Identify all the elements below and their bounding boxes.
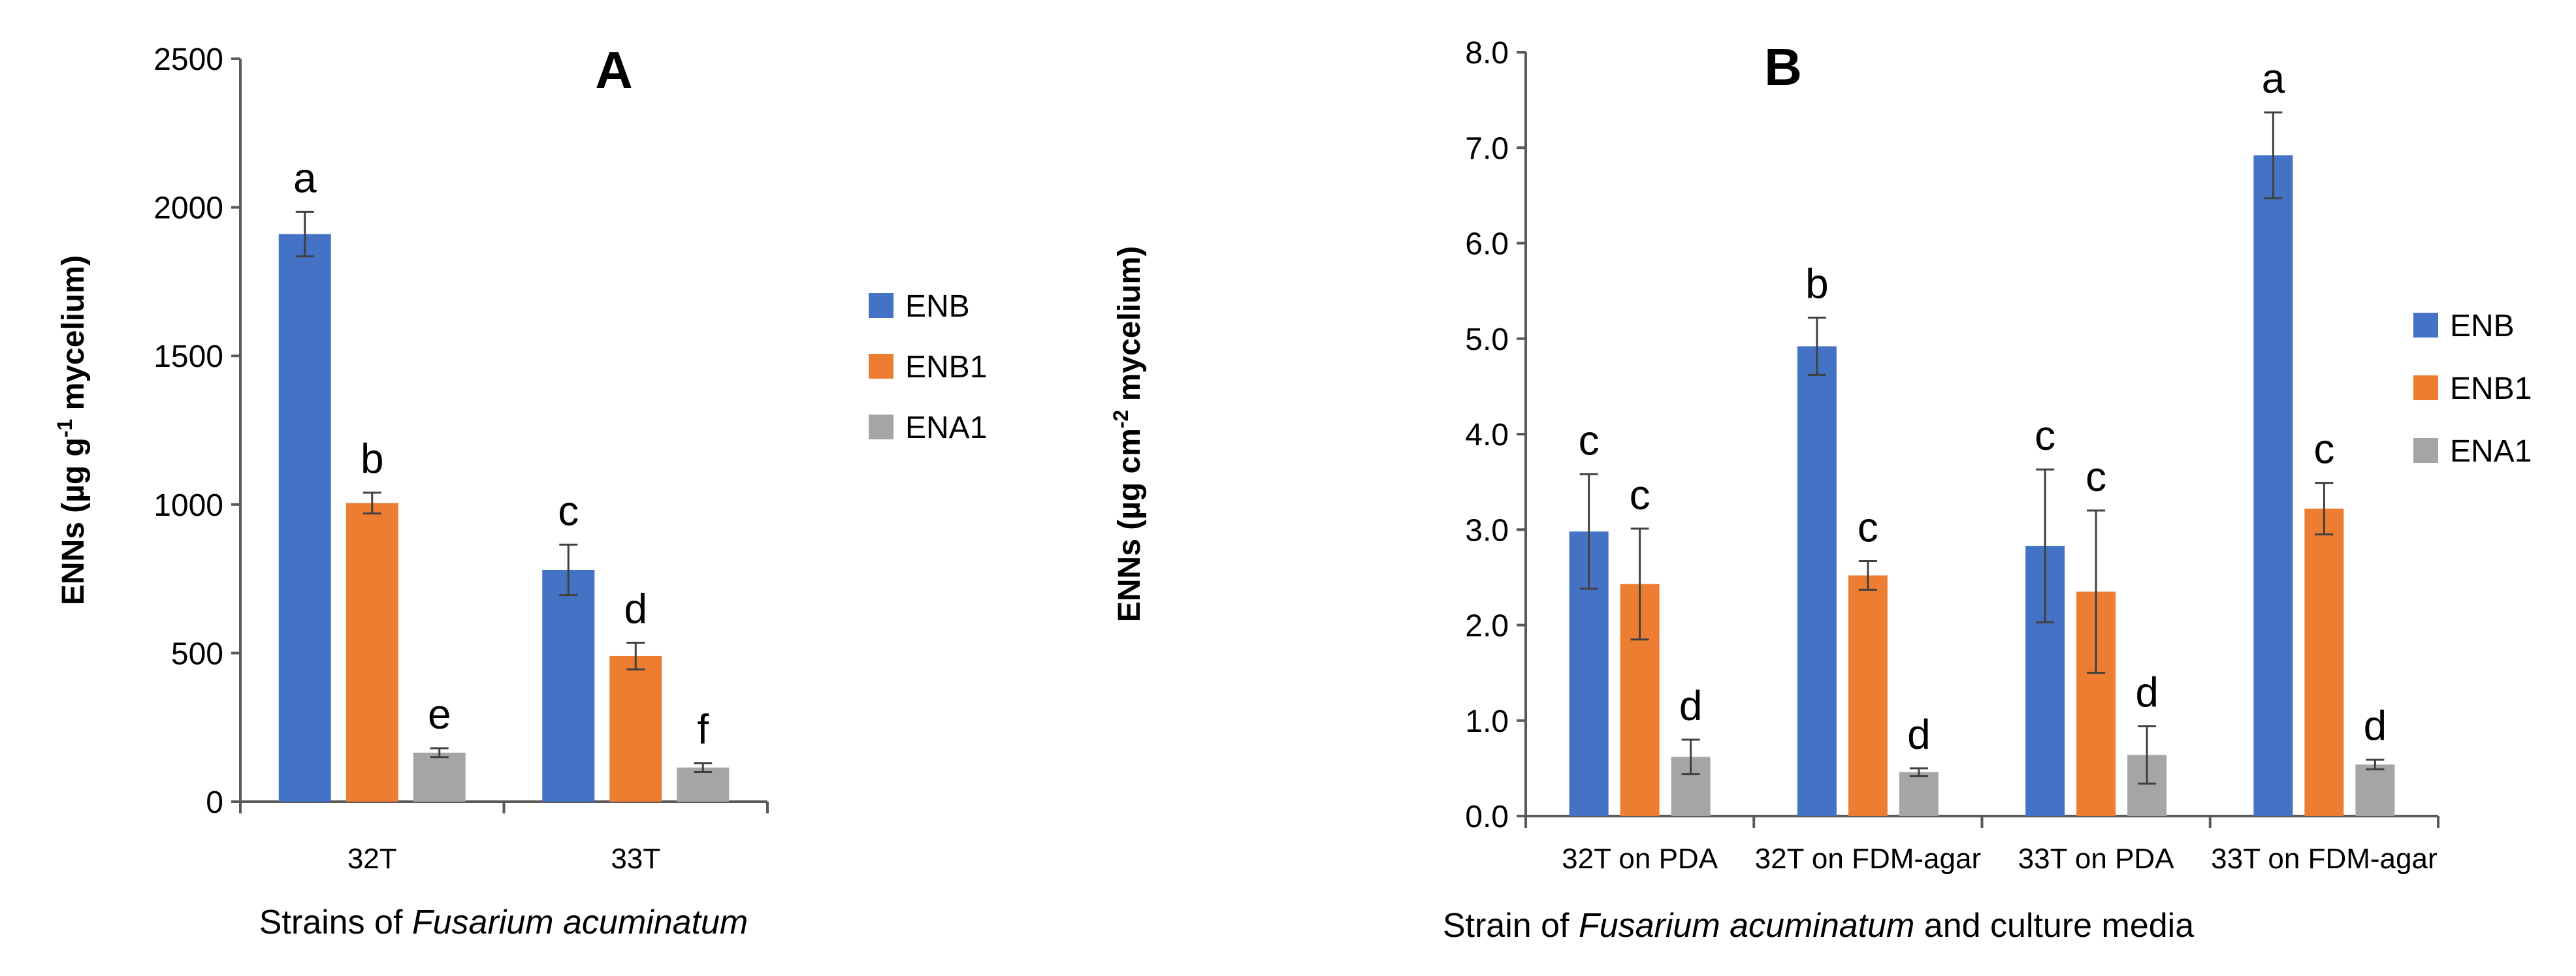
significance-letter: a <box>2262 55 2285 102</box>
chart-title: B <box>1764 38 1802 96</box>
y-tick-label: 6.0 <box>1465 227 1509 262</box>
legend-swatch <box>2413 313 2438 338</box>
significance-letter: d <box>624 585 647 632</box>
x-tick-label: 33T on PDA <box>2018 843 2175 875</box>
significance-letter: b <box>361 435 384 482</box>
legend-swatch <box>869 354 894 379</box>
x-tick-label: 33T <box>611 843 660 875</box>
legend-swatch <box>2413 438 2438 463</box>
bar-ena1-2 <box>677 767 730 802</box>
bar-enb1-1 <box>346 503 398 802</box>
x-tick-label: 32T <box>347 843 397 875</box>
significance-letter: c <box>1630 471 1650 518</box>
bar-ena1-2 <box>1899 772 1939 816</box>
legend-swatch <box>869 415 894 439</box>
significance-letter: d <box>2135 669 2159 716</box>
significance-letter: d <box>1679 682 1703 729</box>
legend-entry-ena1: ENA1 <box>2450 434 2532 469</box>
chart-title: A <box>595 41 633 99</box>
y-tick-label: 0.0 <box>1465 800 1509 834</box>
y-tick-label: 8.0 <box>1465 36 1509 71</box>
significance-letter: c <box>1858 504 1878 551</box>
y-tick-label: 3.0 <box>1465 513 1509 548</box>
x-axis-label: Strain of Fusarium acuminatum and cultur… <box>1443 907 2194 945</box>
significance-letter: d <box>2364 702 2387 749</box>
legend-entry-enb: ENB <box>2450 309 2515 343</box>
significance-letter: c <box>2035 412 2055 459</box>
y-tick-label: 2000 <box>153 191 223 226</box>
bar-enb-2 <box>1797 346 1837 816</box>
significance-letter: c <box>2313 426 2334 473</box>
y-tick-label: 500 <box>171 637 223 671</box>
y-tick-label: 1000 <box>153 488 223 523</box>
bar-enb-4 <box>2253 155 2293 816</box>
significance-letter: b <box>1805 260 1829 307</box>
y-axis-label: ENNs (µg g-1 mycelium) <box>53 255 91 605</box>
bar-ena1-4 <box>2355 764 2395 816</box>
y-axis-label: ENNs (µg cm-2 mycelium) <box>1109 246 1147 622</box>
legend-entry-enb1: ENB1 <box>2450 371 2532 406</box>
legend-entry-enb: ENB <box>905 289 970 324</box>
y-tick-label: 1.0 <box>1465 704 1509 739</box>
legend-entry-enb1: ENB1 <box>905 350 987 385</box>
legend-entry-ena1: ENA1 <box>905 411 987 445</box>
significance-letter: c <box>558 487 579 534</box>
significance-letter: a <box>293 154 317 201</box>
significance-letter: c <box>2085 453 2106 500</box>
x-tick-label: 33T on FDM-agar <box>2211 843 2437 875</box>
significance-letter: d <box>1907 711 1931 758</box>
x-tick-label: 32T on FDM-agar <box>1755 843 1981 875</box>
y-tick-label: 4.0 <box>1465 418 1509 452</box>
chart-panel-B: 0.0 1.0 2.0 3.0 4.0 5.0 6.0 7.0 8.0 32T on PDA 32T… <box>1109 36 2532 945</box>
bar-enb-1 <box>278 234 331 802</box>
bar-ena1-1 <box>413 752 466 802</box>
y-tick-label: 5.0 <box>1465 323 1509 357</box>
y-tick-label: 2500 <box>153 42 223 77</box>
chart-panel-A: 0 500 1000 1500 2000 2500 32T 33T a c b d e f A ENB ENB1… <box>53 41 987 941</box>
significance-letter: f <box>697 706 709 753</box>
x-axis-label: Strains of Fusarium acuminatum <box>259 904 749 941</box>
y-tick-label: 2.0 <box>1465 609 1509 644</box>
significance-letter: c <box>1579 417 1600 464</box>
x-tick-label: 32T on PDA <box>1562 843 1718 875</box>
bar-enb1-2 <box>609 655 662 802</box>
y-tick-label: 1500 <box>153 339 223 374</box>
y-tick-label: 0 <box>206 785 223 820</box>
significance-letter: e <box>428 691 451 738</box>
legend-swatch <box>869 293 894 318</box>
y-tick-label: 7.0 <box>1465 131 1509 166</box>
bar-enb1-4 <box>2304 509 2344 816</box>
bar-enb-2 <box>542 569 595 802</box>
legend-swatch <box>2413 375 2438 400</box>
bar-enb1-2 <box>1848 575 1888 816</box>
